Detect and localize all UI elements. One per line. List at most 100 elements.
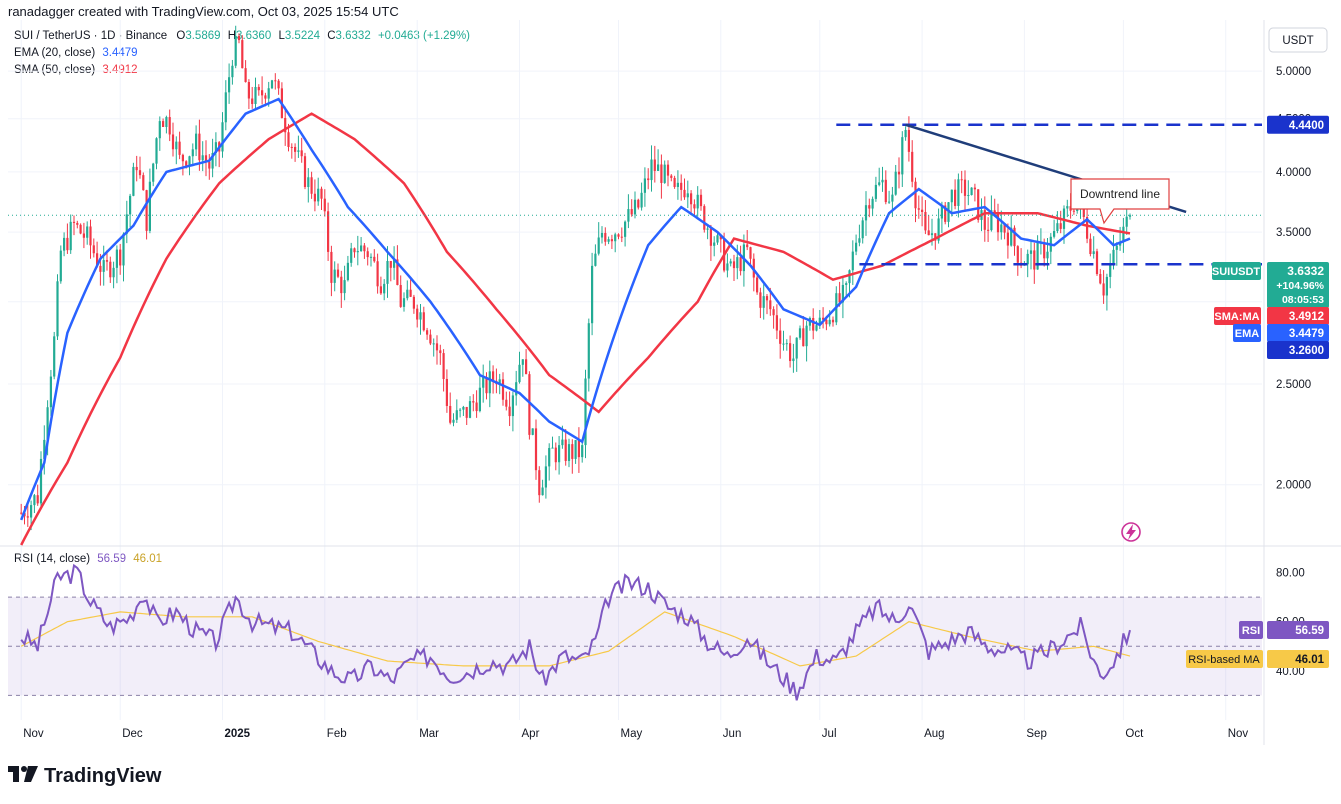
candle-up: [333, 269, 336, 283]
sma-badge-bg: [1267, 307, 1329, 325]
candle-up: [30, 505, 33, 518]
candle-down: [251, 98, 254, 104]
candle-up: [360, 245, 363, 252]
time-tick-label: Feb: [327, 728, 347, 740]
candle-down: [1072, 210, 1075, 212]
candle-down: [993, 210, 996, 213]
candle-down: [181, 154, 184, 162]
candle-up: [69, 221, 72, 251]
callout-box: [1070, 178, 1170, 225]
candle-up: [762, 296, 765, 308]
candle-up: [175, 141, 178, 150]
candle-down: [927, 230, 930, 236]
currency-button[interactable]: USDT: [1268, 27, 1328, 53]
lightning-icon[interactable]: [1121, 522, 1141, 542]
candle-up: [188, 156, 191, 166]
candle-up: [195, 133, 198, 150]
currency-button-box: [1268, 27, 1328, 53]
candle-down: [277, 80, 280, 89]
bar-countdown: 08:05:53: [1282, 294, 1324, 306]
candle-down: [439, 350, 442, 354]
candle-down: [977, 189, 980, 220]
candle-up: [158, 121, 161, 139]
candle-up: [657, 164, 660, 171]
candle-up: [792, 358, 795, 362]
candle-down: [198, 133, 201, 161]
candle-down: [963, 179, 967, 196]
time-tick-label: Jul: [822, 728, 837, 740]
rsi-legend[interactable]: RSI (14, close) 56.59 46.01: [14, 553, 162, 565]
candle-up: [383, 283, 386, 294]
candle-up: [633, 199, 637, 215]
candle-up: [350, 248, 353, 263]
candle-up: [402, 298, 406, 307]
callout-text: Downtrend line: [1080, 187, 1160, 201]
candle-down: [564, 439, 567, 461]
ema-tag-bg: [1233, 324, 1261, 342]
candle-up: [468, 401, 472, 418]
candle-down: [290, 146, 293, 148]
lightning-circle: [1121, 522, 1141, 542]
last-price-change: +104.96%: [1276, 280, 1324, 292]
candle-down: [72, 221, 76, 223]
candle-down: [934, 233, 937, 241]
candle-down: [604, 232, 607, 242]
candle-up: [686, 193, 689, 198]
ohlc-high: 3.6360: [236, 30, 272, 42]
candle-up: [871, 198, 874, 209]
candle-up: [129, 195, 132, 215]
lightning-bolt: [1126, 524, 1136, 540]
candle-up: [201, 155, 204, 161]
candle-up: [231, 65, 234, 78]
candle-up: [482, 377, 485, 388]
candle-down: [429, 334, 432, 344]
candle-up: [970, 187, 973, 196]
time-tick-label: Aug: [924, 728, 944, 740]
candle-down: [247, 82, 250, 99]
candle-up: [650, 159, 653, 181]
candle-down: [719, 235, 722, 240]
candle-up: [990, 210, 993, 231]
candle-up: [1029, 250, 1033, 254]
rsi-tag: RSI: [1242, 625, 1260, 637]
candle-down: [779, 330, 782, 344]
time-tick-label: Dec: [122, 728, 143, 740]
downtrend-callout[interactable]: Downtrend line: [1070, 178, 1170, 225]
candle-down: [660, 164, 663, 183]
candle-down: [416, 308, 419, 320]
candle-up: [152, 163, 155, 182]
candle-up: [729, 261, 732, 264]
candle-down: [389, 260, 392, 268]
candle-up: [1105, 276, 1108, 296]
candle-down: [538, 470, 541, 496]
candle-up: [211, 153, 214, 169]
candle-up: [1125, 216, 1128, 227]
candle-up: [858, 238, 861, 243]
candle-down: [703, 206, 706, 230]
candle-up: [112, 267, 115, 278]
last-price-badge-bg: [1267, 262, 1329, 308]
candle-up: [419, 312, 422, 320]
candle-down: [96, 253, 99, 266]
candle-down: [769, 300, 772, 310]
ema-20-line: [20, 97, 1131, 521]
currency-button-label: USDT: [1282, 35, 1313, 47]
candle-down: [422, 312, 425, 331]
tradingview-logo[interactable]: TradingView: [8, 764, 161, 788]
candle-down: [426, 330, 429, 335]
candle-up: [49, 376, 52, 408]
candle-down: [264, 95, 267, 99]
candle-up: [531, 428, 534, 435]
candle-down: [208, 161, 211, 169]
sma-50-line: [20, 112, 1131, 546]
candle-up: [782, 343, 785, 345]
candle-up: [614, 234, 617, 242]
candle-up: [584, 378, 587, 446]
candle-up: [706, 228, 709, 230]
candle-down: [528, 374, 531, 435]
rsi-tag-bg: [1239, 621, 1263, 639]
candle-up: [1066, 206, 1069, 209]
price-tick-label: 3.5000: [1276, 227, 1311, 239]
candle-up: [1000, 224, 1003, 233]
